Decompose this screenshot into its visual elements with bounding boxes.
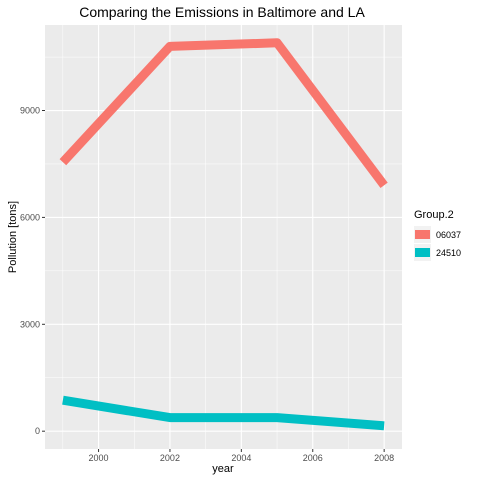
y-tick-label: 0	[35, 426, 40, 436]
x-tick-label: 2006	[303, 453, 323, 463]
series-lines	[59, 38, 388, 431]
legend-swatch-06037	[415, 230, 430, 239]
y-axis-title: Pollution [tons]	[7, 201, 19, 273]
plot-panel	[45, 25, 402, 449]
x-tick-label: 2004	[231, 453, 251, 463]
legend-swatch-24510	[415, 248, 430, 257]
y-tick-label: 6000	[20, 212, 40, 222]
x-tick-label: 2008	[374, 453, 394, 463]
legend-label-24510: 24510	[436, 248, 461, 258]
series-line-24510	[62, 395, 385, 431]
x-axis-title: year	[212, 463, 234, 475]
chart-title: Comparing the Emissions in Baltimore and…	[79, 4, 365, 20]
y-tick-label: 3000	[20, 319, 40, 329]
series-line-06037	[59, 38, 388, 189]
x-tick-label: 2002	[160, 453, 180, 463]
y-tick-label: 9000	[20, 106, 40, 116]
grid-lines	[45, 25, 402, 449]
axes: 2000 2002 2004 2006 2008 0 3000 6000 9000	[20, 106, 394, 463]
legend: Group.2 06037 24510	[414, 209, 461, 261]
legend-label-06037: 06037	[436, 230, 461, 240]
legend-items: 06037 24510	[414, 226, 461, 261]
legend-title: Group.2	[414, 209, 454, 221]
x-tick-label: 2000	[89, 453, 109, 463]
